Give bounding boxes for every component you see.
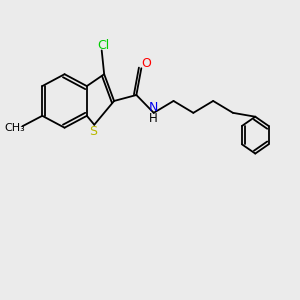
Text: N: N [149, 101, 158, 114]
Text: Cl: Cl [97, 39, 109, 52]
Text: O: O [141, 57, 151, 70]
Text: H: H [149, 112, 158, 125]
Text: S: S [89, 125, 97, 138]
Text: CH₃: CH₃ [4, 123, 26, 133]
